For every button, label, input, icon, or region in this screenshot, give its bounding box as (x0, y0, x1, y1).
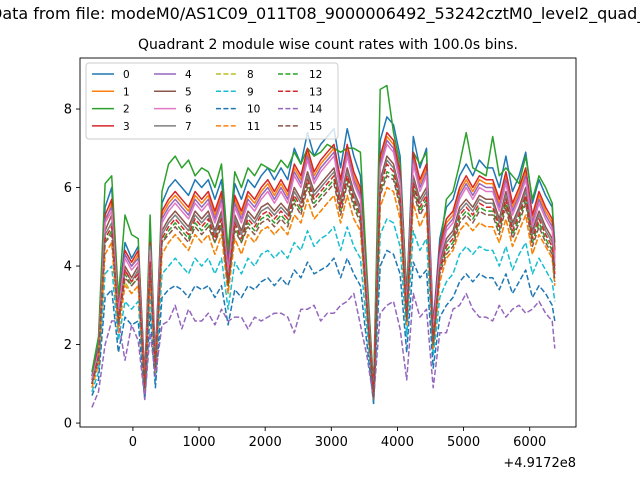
series-line-7 (91, 159, 556, 397)
legend-label-9: 9 (247, 86, 254, 98)
series-line-6 (91, 143, 556, 397)
series-line-13 (91, 163, 556, 397)
series-line-10 (91, 249, 556, 405)
series-line-0 (91, 116, 556, 393)
x-tick-label: 3000 (315, 435, 348, 450)
y-tick-label: 4 (64, 260, 72, 275)
legend-label-15: 15 (309, 121, 322, 133)
series-line-5 (91, 155, 556, 397)
legend-label-6: 6 (185, 104, 192, 116)
y-tick-label: 6 (64, 181, 72, 196)
legend-label-11: 11 (247, 121, 260, 133)
suptitle-text: Data from file: modeM0/AS1C09_011T08_900… (0, 4, 640, 23)
series-line-1 (91, 135, 556, 393)
y-tick-label: 0 (64, 417, 72, 432)
axes-layer: 0 1000 2000 3000 4000 5000 6000 0 2 4 6 8 (64, 57, 577, 450)
x-tick-label: 6000 (513, 435, 546, 450)
legend-label-8: 8 (247, 69, 254, 81)
x-tick-label: 5000 (447, 435, 480, 450)
series-line-14 (91, 292, 556, 408)
legend-label-12: 12 (309, 69, 322, 81)
legend-label-7: 7 (185, 121, 192, 133)
plot-frame (79, 57, 577, 428)
series-line-3 (91, 131, 556, 393)
legend-label-3: 3 (123, 121, 130, 133)
series-line-2 (91, 84, 556, 389)
x-tick-label: 2000 (249, 435, 282, 450)
y-tick-label: 2 (64, 338, 72, 353)
y-tick-label: 8 (64, 103, 72, 118)
legend-box (85, 62, 339, 140)
x-tick-label: 0 (129, 435, 137, 450)
legend-label-10: 10 (247, 104, 260, 116)
x-tick-label: 4000 (381, 435, 414, 450)
series-line-4 (91, 139, 556, 397)
series-layer (91, 84, 556, 408)
chart-title: Quadrant 2 module wise count rates with … (138, 37, 518, 53)
legend-label-13: 13 (309, 86, 322, 98)
series-line-9 (91, 218, 556, 405)
legend-label-1: 1 (123, 86, 130, 98)
legend-label-5: 5 (185, 86, 192, 98)
legend-label-2: 2 (123, 104, 130, 116)
legend-label-14: 14 (309, 104, 323, 116)
series-line-15 (91, 175, 556, 401)
x-tick-label: 1000 (182, 435, 215, 450)
series-line-12 (91, 171, 556, 401)
x-offset-text: +4.9172e8 (503, 456, 576, 471)
legend-label-4: 4 (185, 69, 192, 81)
figure-suptitle: Data from file: modeM0/AS1C09_011T08_900… (0, 4, 640, 24)
legend-label-0: 0 (123, 69, 130, 81)
